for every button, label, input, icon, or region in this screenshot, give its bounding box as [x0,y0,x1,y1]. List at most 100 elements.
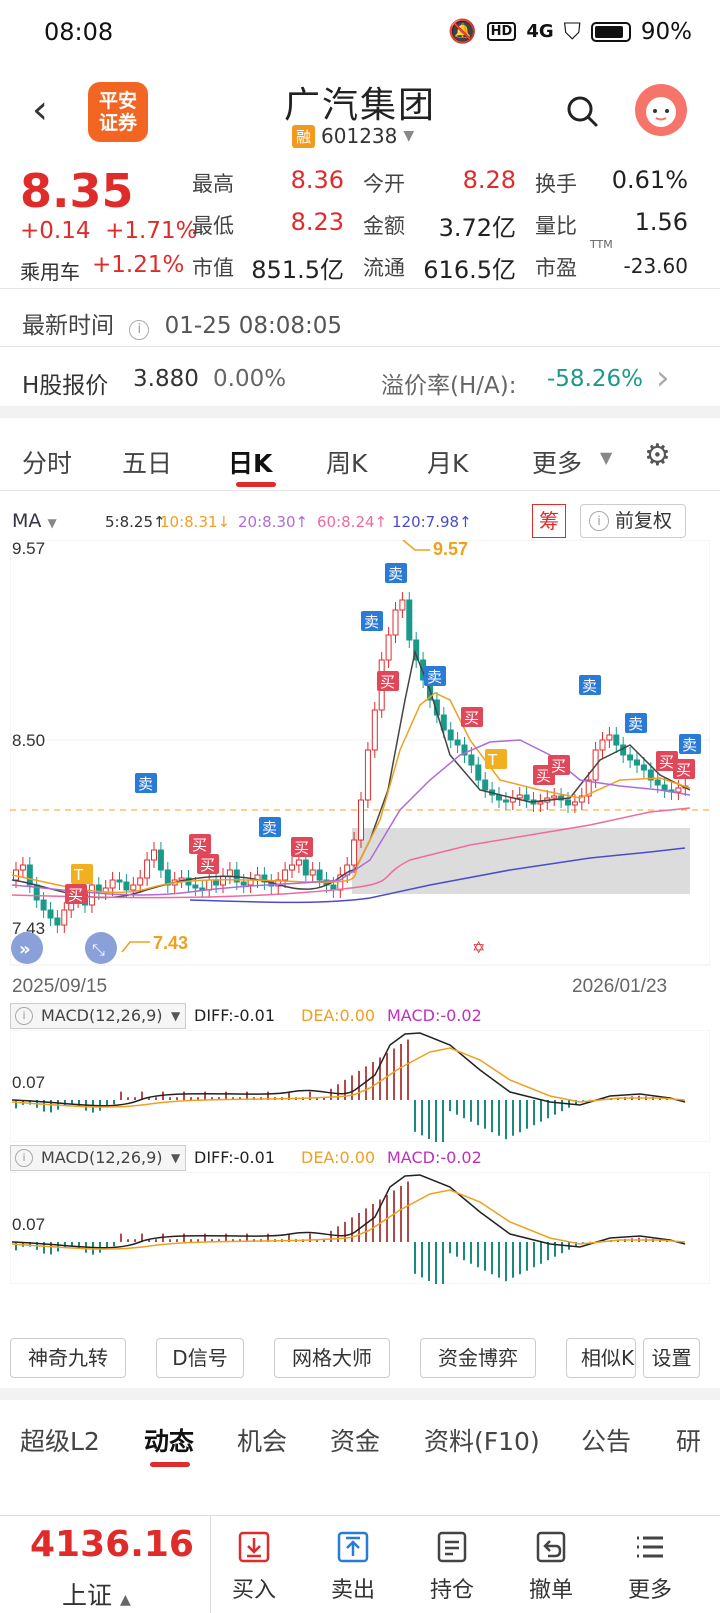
macd-selector[interactable]: i MACD(12,26,9) ▼ [10,1145,186,1171]
buy-signal-badge[interactable] [377,671,399,691]
macd-diff: DIFF:-0.01 [194,1148,275,1167]
sell-signal-badge[interactable] [385,563,407,583]
macd-chart-1[interactable]: 0.07 [10,1030,710,1142]
subtab-announcement[interactable]: 公告 [581,1427,632,1456]
subtab-f10[interactable]: 资料(F10) [424,1427,540,1456]
buy-signal-badge[interactable] [291,837,313,857]
subtab-l2[interactable]: 超级L2 [20,1427,100,1456]
quote-label: 市值 [192,256,234,280]
t-signal-badge[interactable] [71,864,93,884]
quote-label: 最低 [192,214,234,238]
dea-line [11,1047,686,1108]
dea-line [11,1189,686,1250]
stock-code-switch[interactable]: 融 601238 ▼ [292,124,414,148]
adjust-button[interactable]: i 前复权 [580,504,686,538]
chip-zone-band [352,828,690,894]
broker-logo[interactable]: 平安 证券 [88,82,148,142]
candle-body [675,787,682,793]
chevron-down-icon: ▼ [600,448,613,467]
sector-label: 乘用车 [20,260,80,284]
macd-dea: DEA:0.00 [301,1148,376,1167]
candle-body [454,739,461,746]
tab-weekly-k[interactable]: 周K [326,449,368,478]
subtab-opportunity[interactable]: 机会 [237,1427,288,1456]
avatar[interactable] [635,84,687,136]
quote-value: 616.5亿 [423,256,516,284]
buy-signal-badge[interactable] [656,751,678,771]
chip-distribution-button[interactable]: 筹 [532,504,566,538]
tool-d-signal[interactable]: D信号 [156,1338,244,1378]
candle-body [502,799,509,803]
buy-signal-badge[interactable] [548,755,570,775]
subtab-research[interactable]: 研 [676,1427,702,1456]
tab-intraday[interactable]: 分时 [22,449,73,478]
macd-value: MACD:-0.02 [387,1006,482,1025]
tool-fund-game[interactable]: 资金博弈 [420,1338,536,1378]
battery-icon [590,21,631,42]
subtab-news[interactable]: 动态 [144,1427,195,1456]
index-value[interactable]: 4136.16 [30,1524,194,1565]
h-share-row[interactable]: H股报价 3.880 0.00% 溢价率(H/A): -58.26% › [0,358,720,416]
sell-signal-badge[interactable] [424,666,446,686]
candle-body [516,794,523,799]
macd-dea: DEA:0.00 [301,1006,376,1025]
subtab-funds[interactable]: 资金 [330,1427,381,1456]
candle-body [537,801,544,805]
buy-signal-badge[interactable] [461,707,483,727]
date-end: 2026/01/23 [572,976,667,997]
h-share-pct: 0.00% [213,366,287,392]
nav-sell[interactable]: 卖出 [313,1530,393,1604]
tool-grid-master[interactable]: 网格大师 [274,1338,390,1378]
tab-daily-k[interactable]: 日K [228,449,273,478]
tab-five-day[interactable]: 五日 [122,449,173,478]
fullscreen-icon[interactable] [85,932,117,964]
index-name[interactable]: 上证 ▲ [62,1581,131,1610]
buy-signal-label: 买 [676,761,691,779]
nav-position[interactable]: 持仓 [412,1530,492,1604]
buy-signal-badge[interactable] [673,759,695,779]
info-icon[interactable]: i [129,320,150,340]
candle-body [26,864,33,886]
last-price: 8.35 [20,164,134,218]
tool-nine-turn[interactable]: 神奇九转 [10,1338,126,1378]
candle-body [178,877,185,881]
event-icon[interactable]: ✡ [472,938,485,957]
sell-signal-badge[interactable] [625,713,647,733]
back-icon[interactable]: ‹ [32,87,48,133]
status-time: 08:08 [44,18,114,46]
ma-selector[interactable]: MA ▼ [12,510,57,532]
sell-signal-badge[interactable] [135,773,157,793]
tab-monthly-k[interactable]: 月K [427,449,469,478]
nav-cancel[interactable]: 撤单 [511,1530,591,1604]
macd-selector[interactable]: i MACD(12,26,9) ▼ [10,1003,186,1029]
quote-value: 0.61% [611,166,688,194]
tool-similar-k[interactable]: 相似K [566,1338,636,1378]
sell-signal-badge[interactable] [579,675,601,695]
candle-body [364,749,371,801]
candle-body [144,859,151,879]
ma60-value: 60:8.24↑ [317,513,388,531]
pe-ttm-tag: TTM [590,238,613,251]
buy-signal-label: 买 [68,886,83,904]
t-signal-badge[interactable] [485,749,507,769]
settings-button[interactable]: 设置 [643,1338,700,1378]
candle-body [54,917,61,926]
buy-signal-badge[interactable] [65,884,87,904]
quote-value: 3.72亿 [438,214,516,242]
tab-more[interactable]: 更多 [532,449,583,478]
buy-signal-badge[interactable] [197,854,219,874]
quote-label: 流通 [363,256,405,280]
sell-signal-badge[interactable] [361,611,383,631]
nav-more[interactable]: 更多 [610,1530,690,1604]
sell-signal-badge[interactable] [259,817,281,837]
expand-icon[interactable] [11,932,43,964]
search-icon[interactable] [565,94,599,128]
gear-icon[interactable]: ⚙ [644,438,671,473]
buy-signal-badge[interactable] [189,834,211,854]
macd-chart-2[interactable]: 0.07 [10,1172,710,1284]
sell-signal-label: 卖 [138,775,153,793]
sell-signal-badge[interactable] [679,734,701,754]
nav-buy[interactable]: 买入 [214,1530,294,1604]
update-time-row: 最新时间 i 01-25 08:08:05 [22,313,343,340]
